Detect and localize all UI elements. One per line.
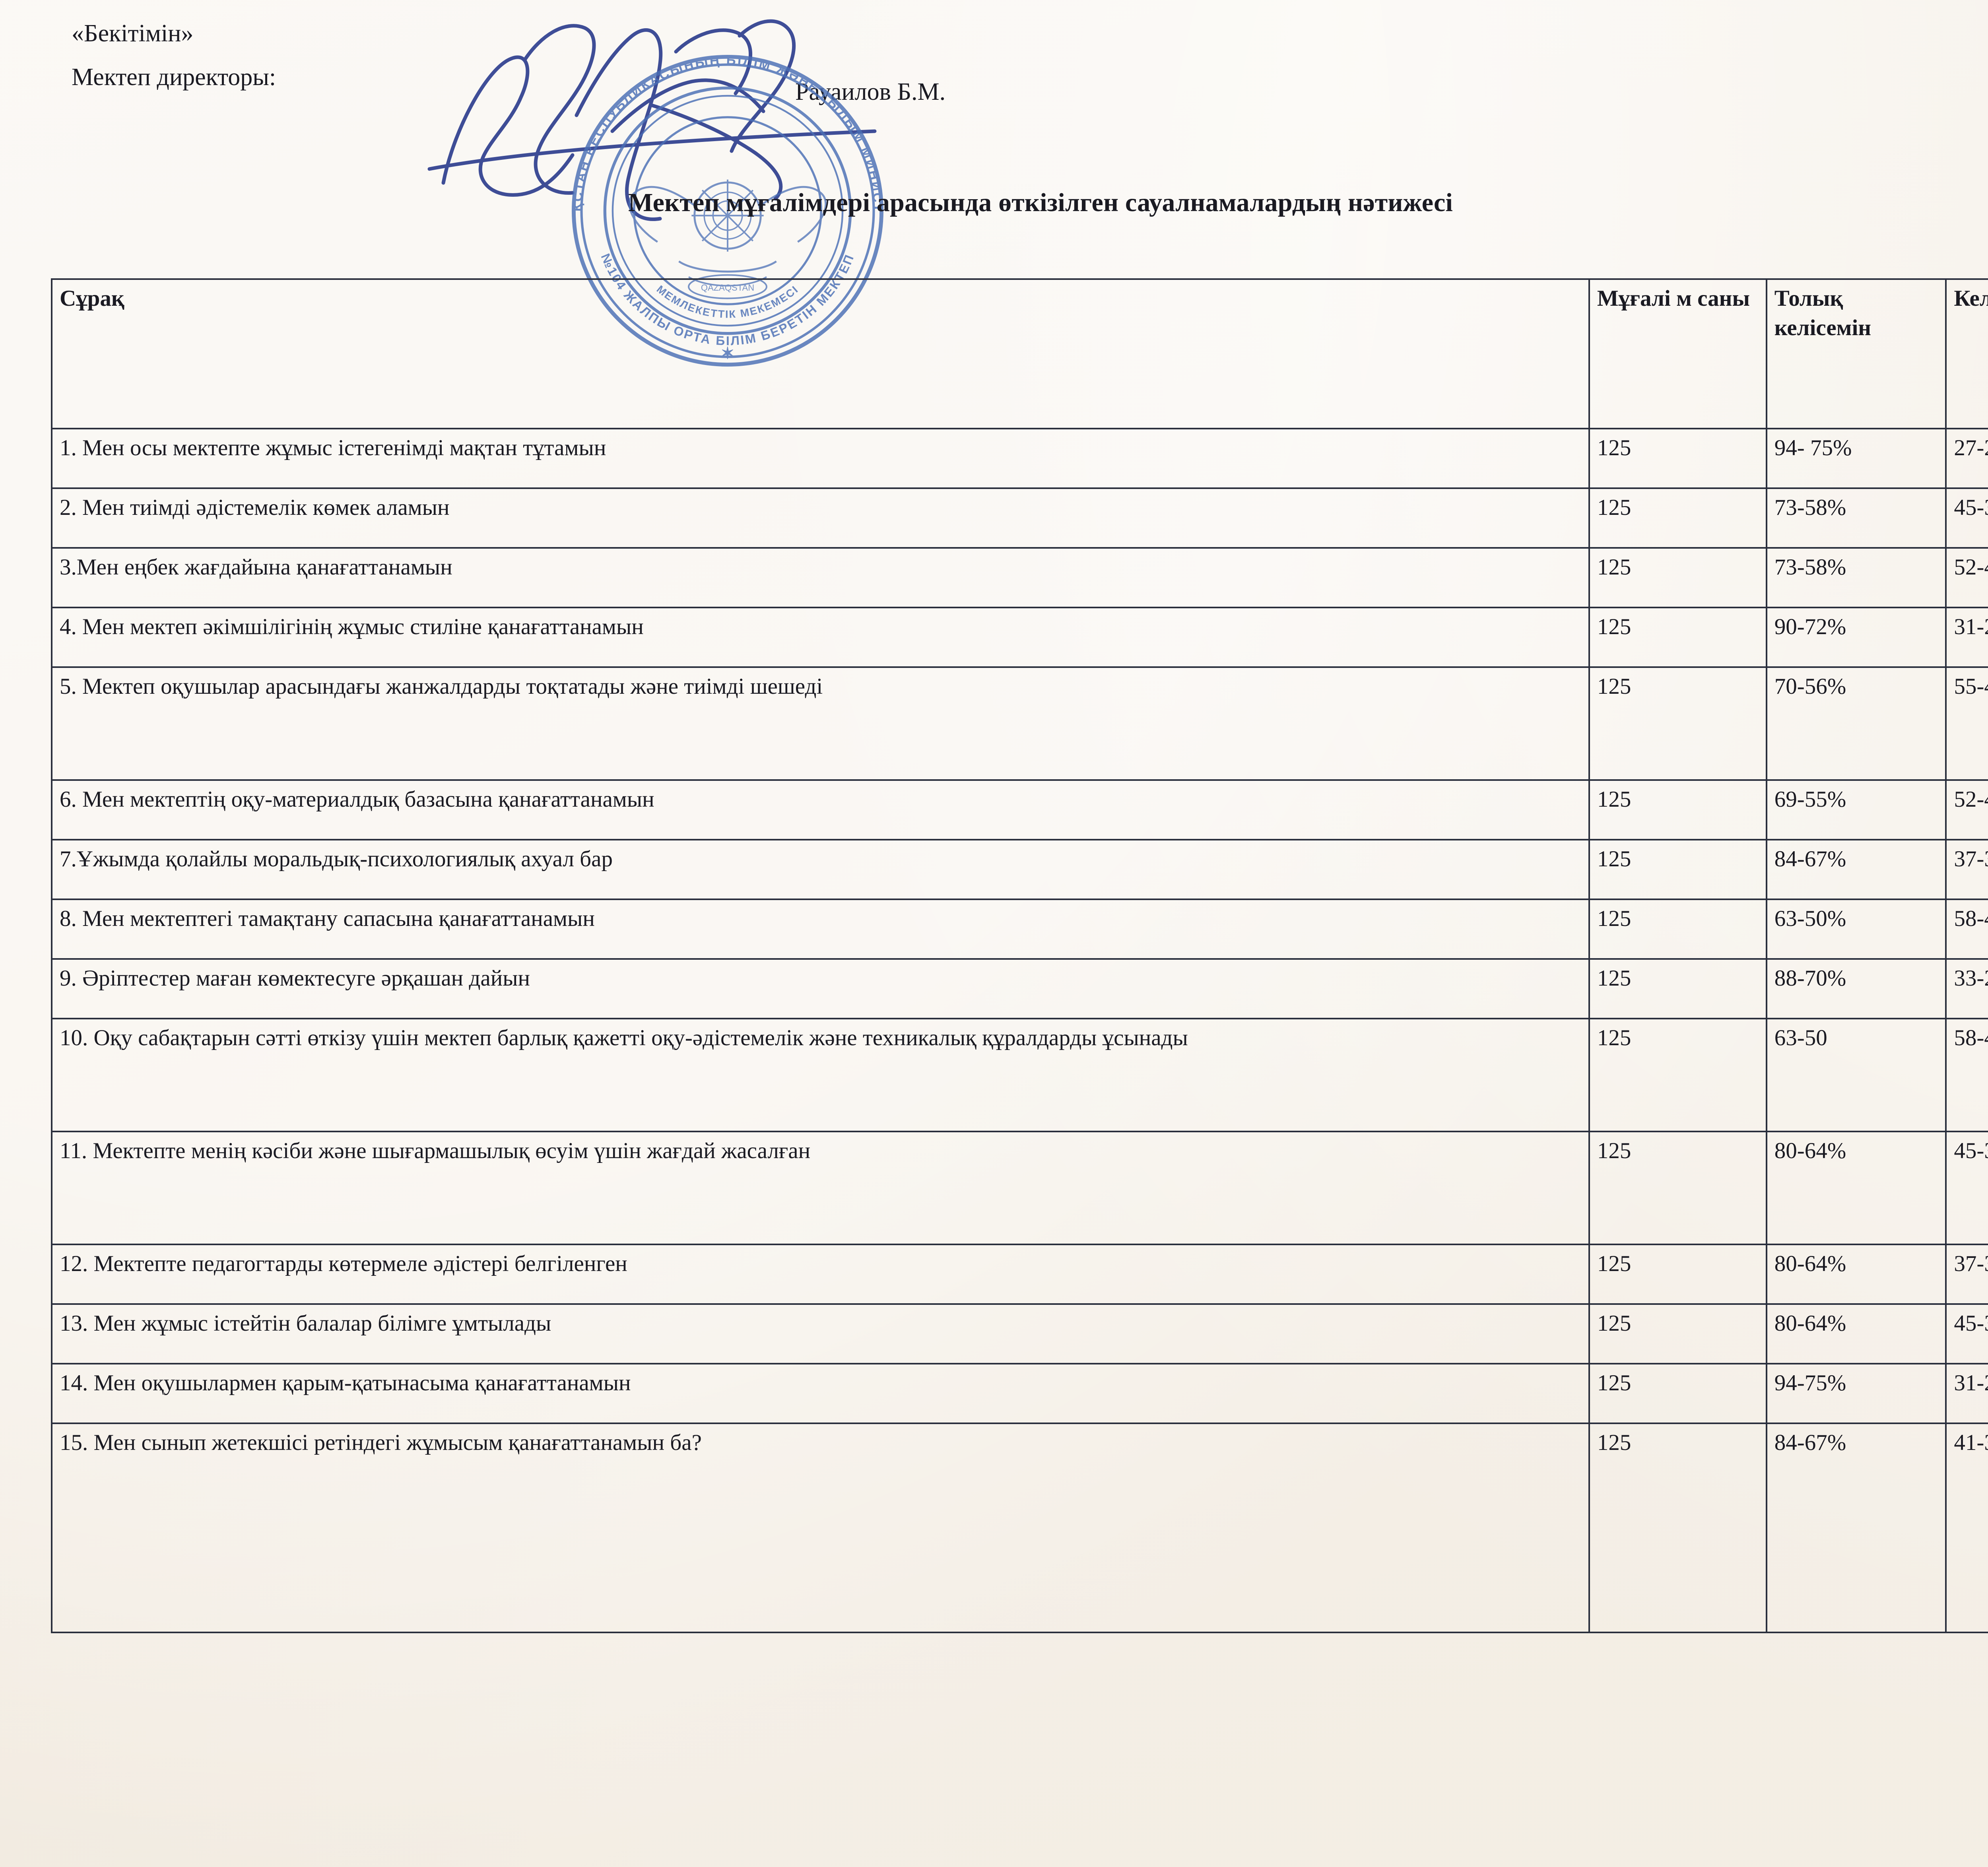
fully-agree-cell: 80-64% <box>1765 1244 1947 1305</box>
table-row: 14. Мен оқушылармен қарым-қатынасыма қан… <box>51 1363 1988 1424</box>
director-name: Рауаилов Б.М. <box>795 78 946 105</box>
column-header-teacher-count: Мұғалі м саны <box>1588 278 1767 429</box>
table-row: 4. Мен мектеп әкімшілігінің жұмыс стилін… <box>51 607 1988 668</box>
teacher-count-cell: 125 <box>1588 1131 1767 1245</box>
fully-agree-cell: 94- 75% <box>1765 428 1947 489</box>
table-row: 13. Мен жұмыс істейтін балалар білімге ұ… <box>51 1303 1988 1364</box>
agree-cell: 58-47% <box>1945 1018 1988 1132</box>
question-cell: 4. Мен мектеп әкімшілігінің жұмыс стилін… <box>51 607 1590 668</box>
table-row: 12. Мектепте педагогтарды көтермеле әдіс… <box>51 1244 1988 1305</box>
fully-agree-cell: 80-64% <box>1765 1303 1947 1364</box>
table-row: 8. Мен мектептегі тамақтану сапасына қан… <box>51 899 1988 960</box>
teacher-count-cell: 125 <box>1588 1303 1767 1364</box>
svg-text:ҚАЗАҚСТАН РЕСПУБЛИКАСЫНЫҢ БІЛІ: ҚАЗАҚСТАН РЕСПУБЛИКАСЫНЫҢ БІЛІМ ЖӘНЕ ҒЫЛ… <box>533 16 885 213</box>
question-cell: 5. Мектеп оқушылар арасындағы жанжалдард… <box>51 666 1590 781</box>
fully-agree-cell: 70-56% <box>1765 666 1947 781</box>
teacher-count-cell: 125 <box>1588 547 1767 608</box>
column-header-agree: Келісемі н <box>1945 278 1988 429</box>
teacher-count-cell: 125 <box>1588 666 1767 781</box>
question-cell: 6. Мен мектептің оқу-материалдық базасын… <box>51 779 1590 840</box>
teacher-count-cell: 125 <box>1588 487 1767 549</box>
agree-cell: 52-42% <box>1945 547 1988 608</box>
fully-agree-cell: 63-50% <box>1765 899 1947 960</box>
teacher-count-cell: 125 <box>1588 839 1767 900</box>
agree-cell: 41-33% <box>1945 1423 1988 1633</box>
question-cell: 10. Оқу сабақтарын сәтті өткізу үшін мек… <box>51 1018 1590 1132</box>
teacher-count-cell: 125 <box>1588 428 1767 489</box>
agree-cell: 31-25% <box>1945 1363 1988 1424</box>
table-body: 1. Мен осы мектепте жұмыс істегенімді ма… <box>51 428 1988 1633</box>
table-row: 2. Мен тиімді әдістемелік көмек аламын 12… <box>51 487 1988 549</box>
table-row: 6. Мен мектептің оқу-материалдық базасын… <box>51 779 1988 840</box>
question-cell: 7.Ұжымда қолайлы моральдық-психологиялық… <box>51 839 1590 900</box>
table-header-row: Сұрақ Мұғалі м саны Толық келісемін Келі… <box>51 278 1988 429</box>
question-cell: 1. Мен осы мектепте жұмыс істегенімді ма… <box>51 428 1590 489</box>
question-cell: 8. Мен мектептегі тамақтану сапасына қан… <box>51 899 1590 960</box>
agree-cell: 37-30% <box>1945 839 1988 900</box>
table-row: 11. Мектепте менің кәсіби және шығармашы… <box>51 1131 1988 1245</box>
question-cell: 11. Мектепте менің кәсіби және шығармашы… <box>51 1131 1590 1245</box>
teacher-count-cell: 125 <box>1588 1363 1767 1424</box>
approval-label: «Бекітімін» <box>72 20 194 47</box>
question-cell: 2. Мен тиімді әдістемелік көмек аламын <box>51 487 1590 549</box>
teacher-count-cell: 125 <box>1588 1018 1767 1132</box>
fully-agree-cell: 73-58% <box>1765 547 1947 608</box>
column-header-question: Сұрақ <box>51 278 1590 429</box>
table-row: 9. Әріптестер маған көмектесуге әрқашан … <box>51 958 1988 1019</box>
agree-cell: 52-42% <box>1945 779 1988 840</box>
fully-agree-cell: 63-50 <box>1765 1018 1947 1132</box>
fully-agree-cell: 88-70% <box>1765 958 1947 1019</box>
agree-cell: 58-47% <box>1945 899 1988 960</box>
fully-agree-cell: 84-67% <box>1765 1423 1947 1633</box>
table-row: 3.Мен еңбек жағдайына қанағаттанамын 125 7… <box>51 547 1988 608</box>
question-cell: 12. Мектепте педагогтарды көтермеле әдіс… <box>51 1244 1590 1305</box>
approval-header: «Бекітімін» Мектеп директоры: <box>72 16 276 95</box>
teacher-count-cell: 125 <box>1588 779 1767 840</box>
agree-cell: 31-25% <box>1945 607 1988 668</box>
table-row: 5. Мектеп оқушылар арасындағы жанжалдард… <box>51 666 1988 781</box>
agree-cell: 55-44% <box>1945 666 1988 781</box>
fully-agree-cell: 94-75% <box>1765 1363 1947 1424</box>
agree-cell: 45-36% <box>1945 487 1988 549</box>
teacher-count-cell: 125 <box>1588 1423 1767 1633</box>
fully-agree-cell: 90-72% <box>1765 607 1947 668</box>
agree-cell: 33-27% <box>1945 958 1988 1019</box>
teacher-count-cell: 125 <box>1588 1244 1767 1305</box>
agree-cell: 27-22% <box>1945 428 1988 489</box>
fully-agree-cell: 73-58% <box>1765 487 1947 549</box>
director-label: Мектеп директоры: <box>72 64 276 91</box>
table-row: 15. Мен сынып жетекшісі ретіндегі жұмысы… <box>51 1423 1988 1633</box>
fully-agree-cell: 69-55% <box>1765 779 1947 840</box>
agree-cell: 45-36% <box>1945 1131 1988 1245</box>
question-cell: 3.Мен еңбек жағдайына қанағаттанамын <box>51 547 1590 608</box>
table-row: 10. Оқу сабақтарын сәтті өткізу үшін мек… <box>51 1018 1988 1132</box>
question-cell: 9. Әріптестер маған көмектесуге әрқашан … <box>51 958 1590 1019</box>
table-row: 7.Ұжымда қолайлы моральдық-психологиялық… <box>51 839 1988 900</box>
teacher-count-cell: 125 <box>1588 607 1767 668</box>
survey-results-table: Сұрақ Мұғалі м саны Толық келісемін Келі… <box>51 278 1988 1633</box>
teacher-count-cell: 125 <box>1588 899 1767 960</box>
table-row: 1. Мен осы мектепте жұмыс істегенімді ма… <box>51 428 1988 489</box>
page-title: Мектеп мұғалімдері арасында өткізілген с… <box>628 188 1453 217</box>
agree-cell: 37-30% <box>1945 1244 1988 1305</box>
fully-agree-cell: 84-67% <box>1765 839 1947 900</box>
question-cell: 14. Мен оқушылармен қарым-қатынасыма қан… <box>51 1363 1590 1424</box>
column-header-fully-agree: Толық келісемін <box>1765 278 1947 429</box>
stamp-outer-text-top: ҚАЗАҚСТАН РЕСПУБЛИКАСЫНЫҢ БІЛІМ ЖӘНЕ ҒЫЛ… <box>527 4 884 213</box>
fully-agree-cell: 80-64% <box>1765 1131 1947 1245</box>
question-cell: 13. Мен жұмыс істейтін балалар білімге ұ… <box>51 1303 1590 1364</box>
question-cell: 15. Мен сынып жетекшісі ретіндегі жұмысы… <box>51 1423 1590 1633</box>
agree-cell: 45-36% <box>1945 1303 1988 1364</box>
teacher-count-cell: 125 <box>1588 958 1767 1019</box>
